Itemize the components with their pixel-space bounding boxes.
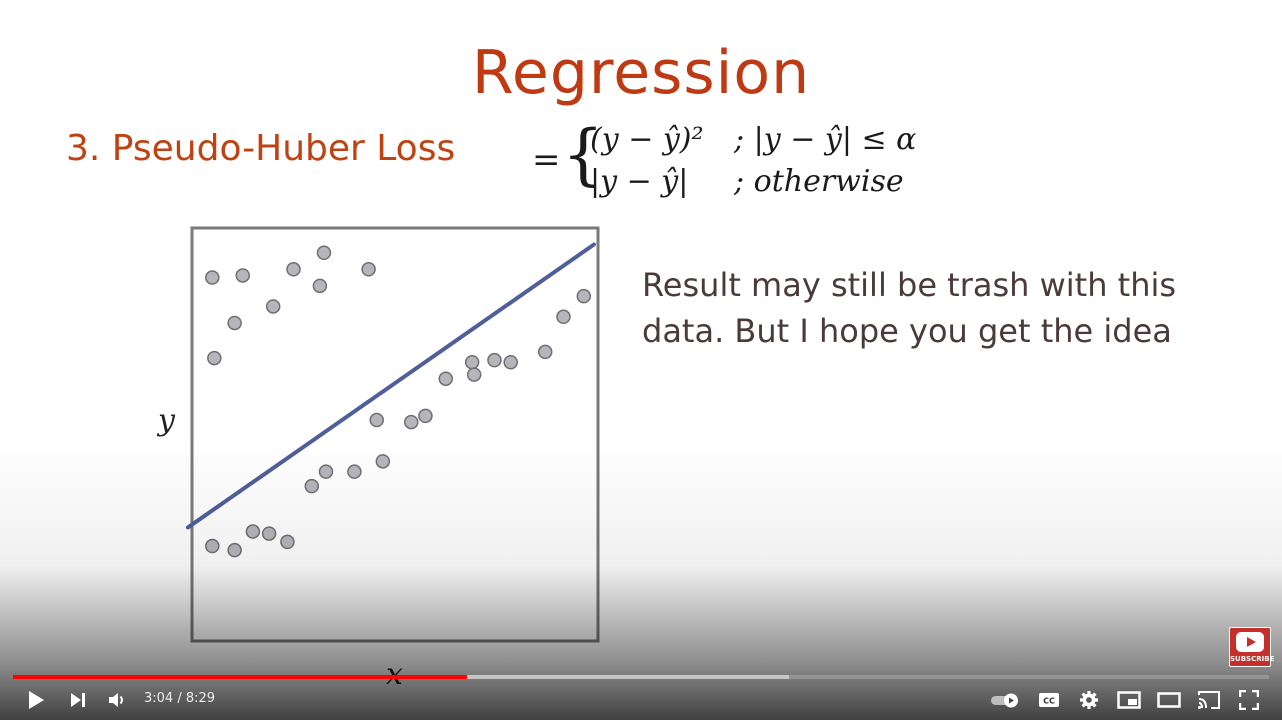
autoplay-toggle-icon xyxy=(991,693,1018,708)
scatter-point xyxy=(261,526,277,541)
subscribe-watermark[interactable]: SUBSCRIBE xyxy=(1229,627,1275,667)
scatter-point xyxy=(207,350,222,366)
time-current: 3:04 xyxy=(144,691,174,706)
scatter-point xyxy=(280,534,295,550)
scatter-point xyxy=(312,278,328,294)
scatter-point xyxy=(318,464,334,479)
theater-icon xyxy=(1157,692,1181,708)
scatter-point xyxy=(369,412,384,428)
scatter-point xyxy=(286,262,301,277)
gear-icon xyxy=(1080,691,1098,709)
formula-equals: = xyxy=(532,140,561,180)
player-controls: 3:04 / 8:29 CC xyxy=(0,682,1282,718)
scatter-point xyxy=(347,464,362,479)
y-axis-label: y xyxy=(156,403,176,438)
cast-icon xyxy=(1198,691,1220,709)
scatter-point xyxy=(265,299,281,314)
loss-formula: = { (y − ŷ)² ; |y − ŷ| ≤ α |y − ŷ| ; oth… xyxy=(532,118,932,208)
play-button[interactable] xyxy=(20,682,52,718)
fullscreen-button[interactable] xyxy=(1234,682,1264,718)
next-button[interactable] xyxy=(62,682,94,718)
autoplay-toggle[interactable] xyxy=(986,682,1026,718)
scatter-point xyxy=(361,262,376,277)
next-icon xyxy=(71,693,85,707)
scatter-point xyxy=(304,478,320,494)
scatter-point xyxy=(438,371,453,386)
formula-case-1: (y − ŷ)² xyxy=(590,122,704,157)
scatter-point xyxy=(537,344,553,360)
slide-title: Regression xyxy=(471,38,811,108)
miniplayer-icon xyxy=(1117,691,1141,709)
captions-button[interactable]: CC xyxy=(1034,682,1064,718)
progress-played xyxy=(13,675,468,679)
scatter-point xyxy=(503,354,518,370)
scatter-point xyxy=(235,268,250,283)
scatter-point xyxy=(418,408,433,424)
volume-icon xyxy=(109,693,123,707)
scatter-point xyxy=(205,270,220,285)
slide-note: Result may still be trash with this data… xyxy=(642,266,1177,350)
scatter-point xyxy=(245,524,261,539)
cc-icon: CC xyxy=(1039,693,1059,707)
scatter-point xyxy=(316,245,332,261)
chart-frame xyxy=(190,226,600,643)
scatter-chart: y x xyxy=(156,226,600,692)
scatter-point xyxy=(403,414,419,430)
progress-bar[interactable] xyxy=(13,675,1269,679)
time-display: 3:04 / 8:29 xyxy=(144,691,215,706)
youtube-logo-icon xyxy=(1236,632,1264,652)
formula-condition-2: ; otherwise xyxy=(734,164,904,199)
formula-condition-1: ; |y − ŷ| ≤ α xyxy=(734,122,917,157)
slide-subtitle: 3. Pseudo-Huber Loss xyxy=(66,128,456,169)
fullscreen-icon xyxy=(1239,690,1259,710)
scatter-point xyxy=(227,542,242,558)
settings-button[interactable] xyxy=(1074,682,1104,718)
time-total: 8:29 xyxy=(185,691,216,706)
scatter-point xyxy=(466,367,482,382)
formula-brace: { xyxy=(562,116,604,193)
scatter-point xyxy=(205,538,220,554)
theater-mode-button[interactable] xyxy=(1152,682,1186,718)
subscribe-label: SUBSCRIBE xyxy=(1230,655,1275,663)
scatter-point xyxy=(227,315,242,331)
miniplayer-button[interactable] xyxy=(1112,682,1146,718)
svg-text:CC: CC xyxy=(1043,697,1055,706)
time-separator: / xyxy=(173,691,186,706)
scatter-points xyxy=(205,245,592,558)
scatter-point xyxy=(576,288,592,304)
scatter-point xyxy=(556,309,571,325)
scatter-point xyxy=(464,354,480,370)
play-icon xyxy=(29,691,44,709)
regression-line xyxy=(185,242,596,530)
scatter-point xyxy=(487,352,502,368)
formula-case-2: |y − ŷ| xyxy=(590,164,689,199)
cast-button[interactable] xyxy=(1192,682,1226,718)
volume-button[interactable] xyxy=(102,682,132,718)
scatter-point xyxy=(375,454,391,469)
